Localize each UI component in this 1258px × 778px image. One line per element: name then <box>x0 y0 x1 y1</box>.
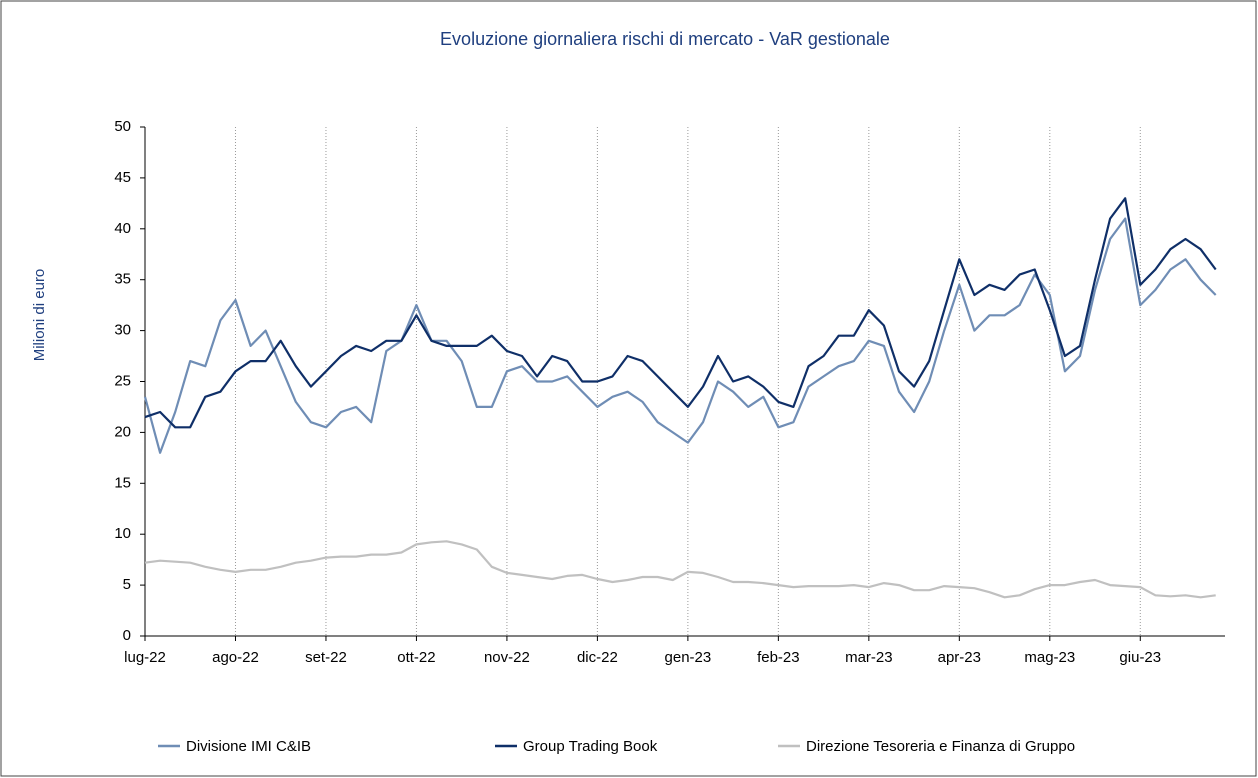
y-axis-label: Milioni di euro <box>31 269 48 362</box>
y-tick-label: 40 <box>114 220 131 237</box>
y-tick-label: 50 <box>114 118 131 135</box>
y-tick-label: 5 <box>123 576 131 593</box>
legend-label: Group Trading Book <box>523 738 658 755</box>
x-tick-label: set-22 <box>305 649 347 666</box>
x-tick-label: giu-23 <box>1119 649 1161 666</box>
x-tick-label: apr-23 <box>938 649 981 666</box>
x-tick-label: dic-22 <box>577 649 618 666</box>
line-series <box>144 540 1216 599</box>
x-tick-label: feb-23 <box>757 649 800 666</box>
y-tick-label: 35 <box>114 271 131 288</box>
x-tick-label: mar-23 <box>845 649 893 666</box>
y-tick-label: 30 <box>114 322 131 339</box>
legend-label: Direzione Tesoreria e Finanza di Gruppo <box>806 738 1075 755</box>
y-tick-label: 20 <box>114 423 131 440</box>
y-tick-label: 45 <box>114 169 131 186</box>
y-tick-label: 15 <box>114 474 131 491</box>
y-tick-label: 10 <box>114 525 131 542</box>
x-tick-label: gen-23 <box>665 649 712 666</box>
legend-label: Divisione IMI C&IB <box>186 738 311 755</box>
y-tick-label: 0 <box>123 627 131 644</box>
chart-title: Evoluzione giornaliera rischi di mercato… <box>440 29 890 49</box>
x-tick-label: ott-22 <box>397 649 435 666</box>
y-tick-label: 25 <box>114 372 131 389</box>
x-tick-label: lug-22 <box>124 649 166 666</box>
x-tick-label: mag-23 <box>1024 649 1075 666</box>
line-series <box>144 197 1217 429</box>
x-tick-label: ago-22 <box>212 649 259 666</box>
x-tick-label: nov-22 <box>484 649 530 666</box>
